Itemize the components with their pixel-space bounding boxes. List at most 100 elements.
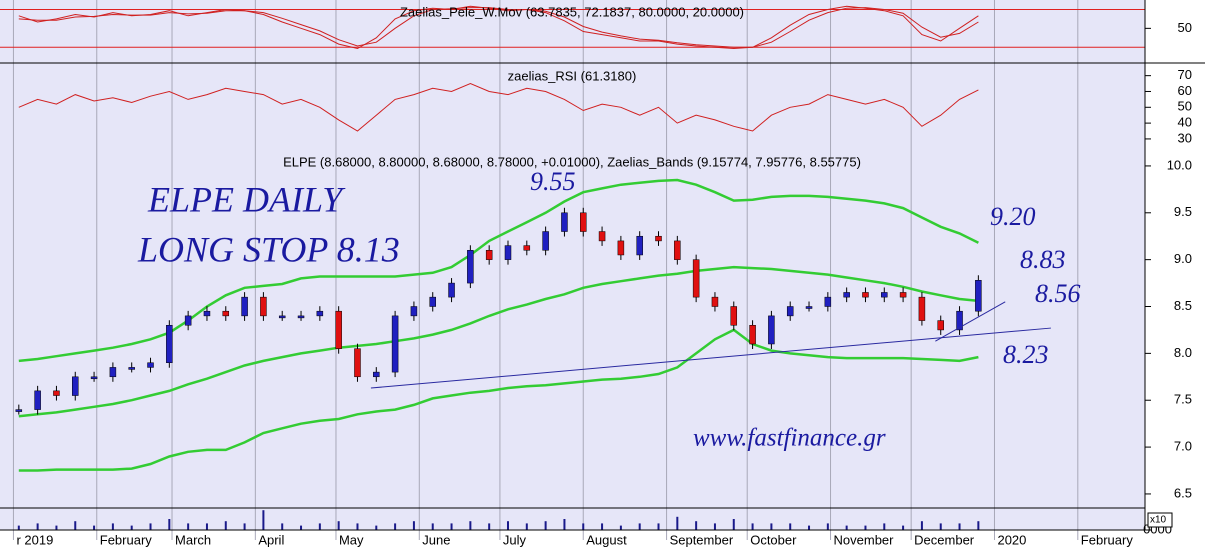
- volume-bar: [337, 521, 340, 530]
- volume-bar: [713, 523, 716, 530]
- volume-bar: [450, 523, 453, 530]
- candle: [485, 250, 493, 260]
- volume-bar: [826, 523, 829, 530]
- plot-background: [0, 0, 1145, 530]
- candle: [786, 306, 794, 317]
- volume-bar: [262, 510, 265, 530]
- y-tick-label: 8.5: [1174, 298, 1192, 313]
- volume-bar: [205, 523, 208, 530]
- candle: [260, 296, 267, 317]
- volume-bar: [17, 525, 20, 530]
- candle: [429, 296, 436, 307]
- candle: [862, 292, 869, 298]
- y-tick-label: 9.5: [1174, 204, 1192, 219]
- volume-bar: [130, 525, 133, 530]
- volume-bar: [845, 525, 848, 530]
- volume-bar: [920, 521, 923, 530]
- annotation: www.fastfinance.gr: [693, 425, 886, 452]
- candle: [881, 292, 888, 298]
- candle: [523, 245, 531, 251]
- volume-bar: [695, 521, 698, 530]
- candle: [561, 212, 568, 232]
- candle: [15, 409, 23, 412]
- x-tick-label: February: [100, 532, 153, 547]
- candle: [373, 371, 380, 378]
- volume-bar: [601, 523, 604, 530]
- candle: [109, 367, 117, 378]
- candle: [504, 245, 512, 260]
- y-tick-label: 7.0: [1174, 439, 1192, 454]
- volume-bar: [770, 523, 773, 530]
- volume-bar: [977, 521, 980, 530]
- volume-bar: [36, 523, 39, 530]
- volume-bar: [55, 525, 58, 530]
- volume-bar: [74, 521, 77, 530]
- candle: [824, 296, 832, 307]
- volume-bar: [111, 523, 114, 530]
- volume-bar: [469, 521, 472, 530]
- candle: [655, 235, 662, 242]
- candle: [937, 320, 944, 331]
- candle: [674, 240, 681, 260]
- x-tick-label: April: [258, 532, 284, 547]
- candle: [805, 306, 813, 309]
- candle: [956, 310, 963, 331]
- candle: [147, 362, 154, 368]
- annotation: 9.20: [990, 202, 1036, 231]
- candle: [598, 231, 606, 242]
- volume-unit: x10: [1150, 515, 1167, 526]
- candle: [410, 306, 418, 317]
- candle: [241, 296, 248, 317]
- panel-title: Zaelias_Pele_W.Mov (63.7835, 72.1837, 80…: [400, 4, 744, 19]
- annotation: 8.83: [1020, 245, 1066, 274]
- volume-bar: [224, 521, 227, 530]
- volume-bar: [939, 523, 942, 530]
- y-tick-label: 7.5: [1174, 392, 1192, 407]
- candle: [899, 292, 907, 298]
- candle: [617, 240, 625, 256]
- candle: [843, 292, 850, 298]
- y-tick-label: 8.0: [1174, 345, 1192, 360]
- candle: [72, 376, 79, 396]
- trend-line: [935, 301, 1006, 342]
- annotation: 8.23: [1003, 340, 1049, 369]
- volume-bar: [168, 519, 171, 530]
- y-tick-label: 50: [1178, 20, 1192, 35]
- series-line: [18, 328, 979, 472]
- volume-bar: [149, 523, 152, 530]
- candle: [768, 315, 775, 345]
- marks: [0, 5, 1145, 530]
- candle: [636, 235, 643, 256]
- x-tick-label: October: [750, 532, 797, 547]
- volume-bar: [506, 521, 509, 530]
- volume-bar: [808, 525, 811, 530]
- volume-bar: [902, 525, 905, 530]
- volume-bar: [619, 525, 622, 530]
- volume-bar: [525, 523, 528, 530]
- volume-bar: [563, 519, 566, 530]
- volume-bar: [318, 523, 321, 530]
- x-tick-label: December: [914, 532, 975, 547]
- volume-bar: [958, 523, 961, 530]
- volume-bar: [582, 523, 585, 530]
- annotation: LONG STOP 8.13: [137, 229, 400, 269]
- series-line: [18, 83, 979, 132]
- candle: [354, 348, 361, 378]
- y-tick-label: 30: [1178, 130, 1192, 145]
- volume-bar: [187, 523, 190, 530]
- x-tick-label: November: [834, 532, 895, 547]
- x-tick-label: February: [1081, 532, 1134, 547]
- candle: [391, 315, 399, 373]
- annotation: 9.55: [530, 167, 576, 196]
- volume-bar: [789, 523, 792, 530]
- volume-bar: [638, 523, 641, 530]
- y-tick-label: 9.0: [1174, 251, 1192, 266]
- panel-title: ELPE (8.68000, 8.80000, 8.68000, 8.78000…: [283, 154, 861, 169]
- x-tick-label: August: [586, 532, 627, 547]
- volume-bar: [356, 523, 359, 530]
- candle: [166, 325, 173, 363]
- volume-bar: [243, 523, 246, 530]
- candle: [730, 306, 738, 326]
- candle: [34, 390, 41, 410]
- candle: [749, 325, 756, 345]
